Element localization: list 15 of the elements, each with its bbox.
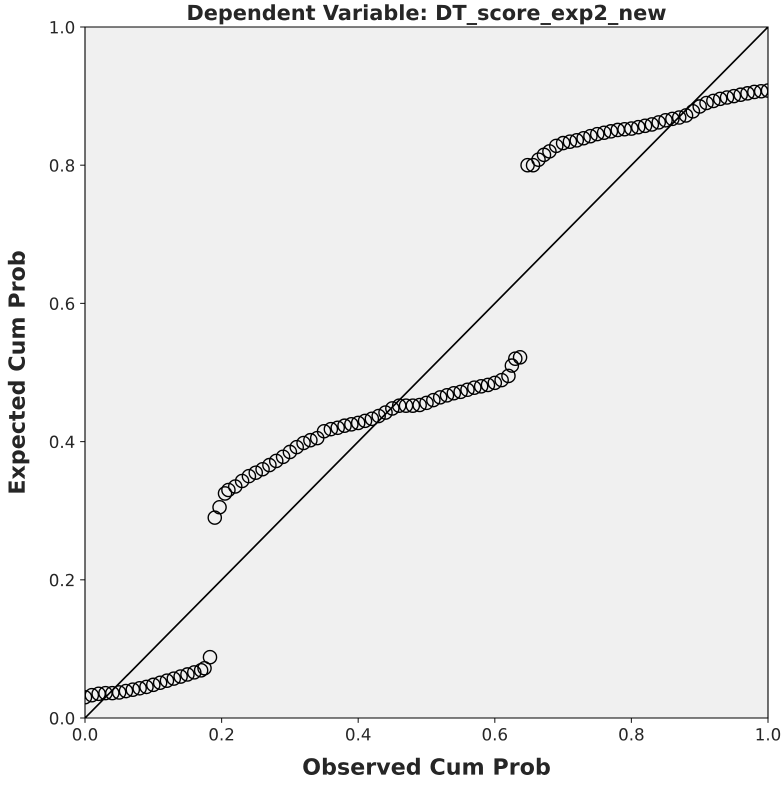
x-tick-label: 0.0: [72, 728, 98, 741]
y-axis-title: Expected Cum Prob: [8, 251, 30, 493]
x-tick-label: 0.6: [482, 728, 508, 741]
chart-title: Dependent Variable: DT_score_exp2_new: [188, 4, 666, 25]
x-tick-label: 0.2: [209, 728, 234, 741]
y-tick-label: 0.6: [50, 297, 74, 310]
y-tick-label: 0.0: [50, 712, 74, 725]
x-tick-label: 0.8: [619, 728, 644, 741]
y-tick-label: 1.0: [50, 20, 74, 34]
x-axis-title: Observed Cum Prob: [303, 758, 550, 775]
x-tick-label: 1.0: [756, 728, 780, 741]
y-tick-label: 0.8: [50, 159, 74, 172]
x-tick-label: 0.4: [346, 728, 371, 741]
y-tick-label: 0.2: [50, 574, 74, 586]
y-tick-label: 0.4: [50, 436, 74, 448]
